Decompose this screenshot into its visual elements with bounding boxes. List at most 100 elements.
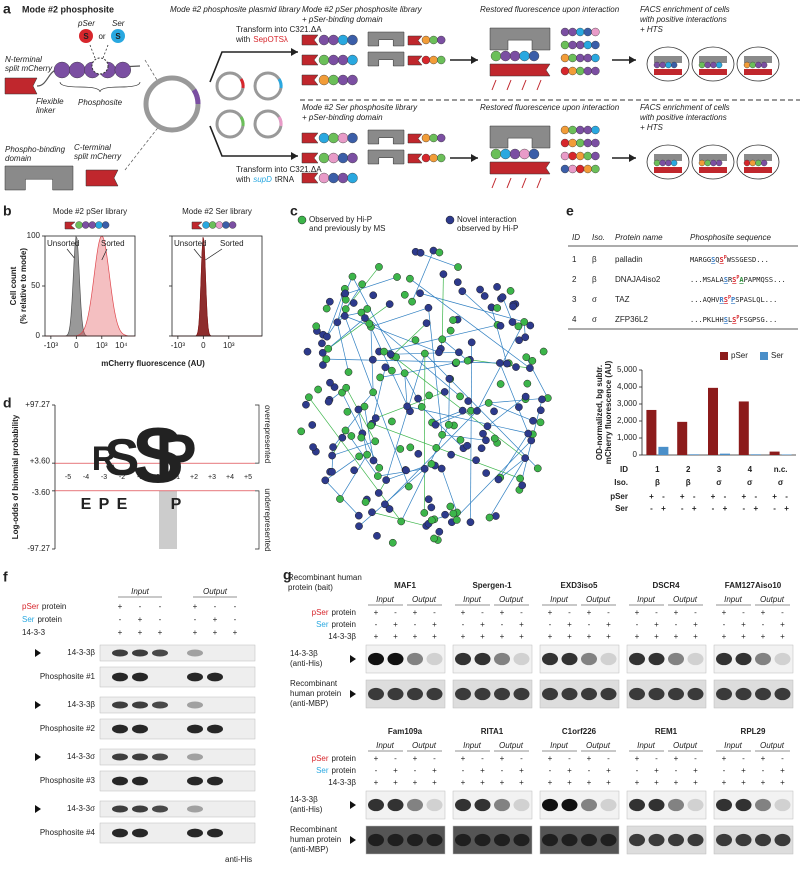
- label: C-terminal: [74, 143, 111, 152]
- band: [387, 652, 404, 666]
- network-node: [397, 517, 406, 526]
- band: [687, 687, 704, 701]
- label: (anti-His): [290, 805, 323, 814]
- line: [336, 322, 349, 373]
- y-tick-label: 3,000: [617, 399, 638, 408]
- network-node: [464, 397, 473, 405]
- pser-icon: [79, 29, 93, 43]
- label: (anti-MBP): [290, 699, 329, 708]
- bead: [576, 138, 585, 148]
- line: [441, 468, 458, 513]
- network-node: [302, 400, 310, 409]
- band: [668, 652, 684, 666]
- bead: [749, 159, 756, 167]
- label: +: [635, 608, 640, 617]
- label: +: [753, 504, 758, 513]
- label: Mode #2 pSer phosphosite library: [302, 5, 423, 14]
- label-part: SepOTSλ: [253, 35, 288, 44]
- line: [419, 292, 525, 323]
- line: [352, 276, 423, 408]
- label: Phospho-binding: [5, 145, 66, 154]
- bead: [591, 27, 600, 37]
- line: [536, 177, 542, 189]
- label: 14-3-3β: [67, 648, 95, 657]
- line: [66, 248, 75, 259]
- label: P: [155, 423, 196, 492]
- label: +: [500, 754, 505, 763]
- network-node: [318, 339, 326, 348]
- band: [668, 798, 684, 812]
- band: [668, 687, 684, 701]
- binding-domain: [367, 51, 405, 67]
- table-header: ID: [572, 233, 580, 242]
- label: +: [654, 766, 659, 775]
- network-node: [483, 422, 492, 431]
- x-tick-label: n.c.: [774, 465, 788, 474]
- rich-label: Ser protein: [316, 766, 356, 775]
- band: [474, 798, 491, 812]
- network-node: [357, 433, 366, 442]
- label: Mode #2 phosphosite: [22, 4, 114, 14]
- bead: [583, 40, 592, 50]
- line: [448, 378, 450, 425]
- label: +: [548, 608, 553, 617]
- label: g: [283, 567, 292, 583]
- bead: [328, 132, 339, 144]
- bead: [437, 55, 446, 65]
- label: Output: [673, 741, 698, 750]
- residue: ...MSALA: [690, 276, 725, 284]
- rich-label: pSer protein: [312, 754, 356, 763]
- label: +: [722, 754, 727, 763]
- label: Output: [760, 741, 785, 750]
- residue: S: [720, 256, 724, 264]
- label: Flexible: [36, 97, 64, 106]
- plasmid: [143, 75, 201, 133]
- label: -: [394, 608, 397, 617]
- label: +: [432, 632, 437, 641]
- plasmid-small: [253, 109, 283, 139]
- bead: [337, 34, 349, 46]
- bead: [318, 74, 330, 86]
- label: -: [694, 754, 697, 763]
- label: +: [374, 754, 379, 763]
- label: FACS enrichment of cells: [640, 5, 730, 14]
- bead: [328, 74, 339, 86]
- label: Iso.: [614, 478, 628, 487]
- legend-label: Ser: [771, 351, 784, 360]
- label: (anti-MBP): [290, 845, 329, 854]
- label: σ: [778, 478, 784, 487]
- label: Input: [463, 595, 482, 604]
- label: +: [158, 628, 163, 637]
- cell-mcherry: [654, 167, 682, 173]
- arrow-head: [291, 48, 298, 56]
- table-header: Protein name: [615, 233, 663, 242]
- band: [368, 833, 384, 847]
- label: S: [115, 32, 121, 41]
- split-mcherry: [489, 63, 551, 77]
- label: +: [654, 632, 659, 641]
- network-node: [403, 402, 411, 411]
- bead: [347, 152, 358, 164]
- label: σ: [747, 478, 753, 487]
- network-node: [432, 444, 441, 452]
- cell-domain: [654, 56, 682, 63]
- split-mcherry: [301, 54, 319, 66]
- network-node: [416, 289, 424, 298]
- label: +: [374, 632, 379, 641]
- label: +: [480, 766, 485, 775]
- bead: [760, 159, 768, 167]
- label: 14-3-3β: [67, 700, 95, 709]
- network-node: [350, 466, 358, 475]
- band: [407, 833, 423, 847]
- table-header: Iso.: [592, 233, 605, 242]
- band: [187, 649, 203, 657]
- bead: [337, 132, 349, 144]
- network-node: [485, 513, 494, 522]
- bead: [653, 61, 661, 69]
- label: +: [461, 754, 466, 763]
- label: Transform into C321.ΔA: [236, 165, 322, 174]
- band: [648, 833, 665, 847]
- band: [494, 687, 510, 701]
- label-part: protein: [332, 766, 356, 775]
- band: [755, 687, 771, 701]
